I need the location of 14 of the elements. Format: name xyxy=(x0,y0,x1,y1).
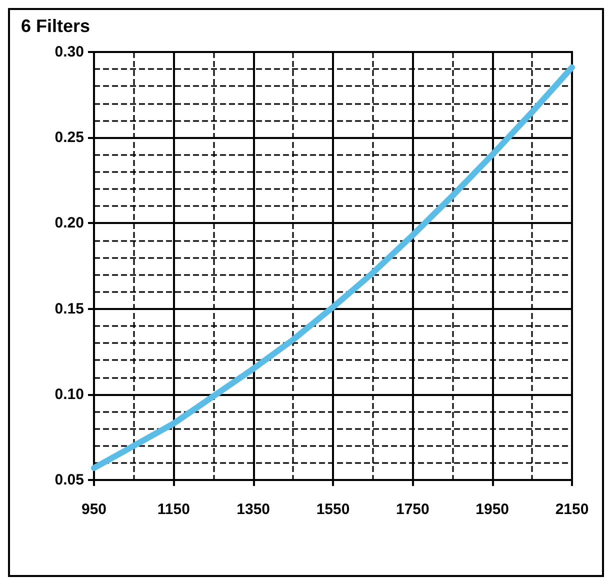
x-tick-label: 1150 xyxy=(157,501,190,518)
x-tick-label: 1950 xyxy=(476,501,510,518)
x-tick-label: 950 xyxy=(81,501,107,518)
y-tick-label: 0.25 xyxy=(54,129,84,146)
x-tick-label: 2150 xyxy=(555,501,589,518)
x-tick-label: 1550 xyxy=(316,501,350,518)
y-tick-label: 0.05 xyxy=(54,472,84,488)
chart-title: 6 Filters xyxy=(21,16,90,36)
y-tick-label: 0.30 xyxy=(54,44,84,60)
x-tick-label: 1750 xyxy=(396,501,430,518)
y-tick-label: 0.15 xyxy=(54,300,84,318)
y-tick-label: 0.20 xyxy=(54,214,84,232)
x-tick-label: 1350 xyxy=(236,501,270,518)
y-tick-label: 0.10 xyxy=(54,386,84,403)
